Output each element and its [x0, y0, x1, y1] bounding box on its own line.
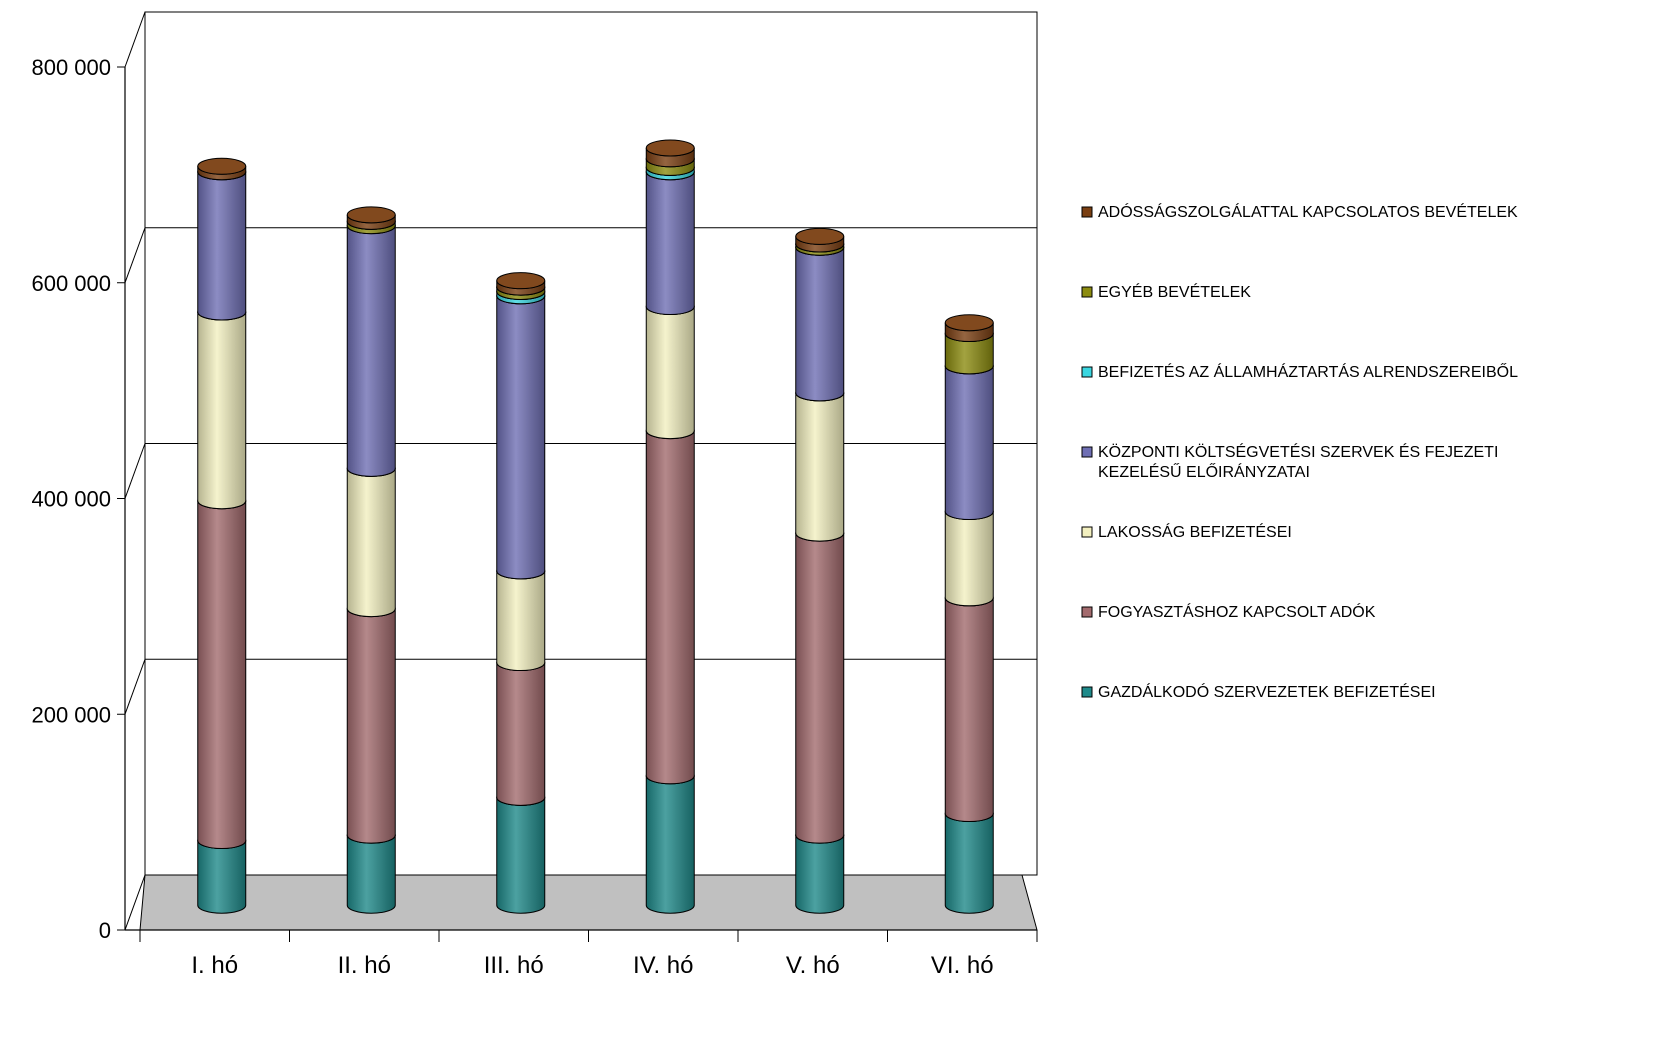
y-tick-label: 400 000 — [31, 487, 111, 512]
x-tick-label: V. hó — [786, 952, 840, 979]
bar-segment — [795, 835, 845, 914]
bar-segment — [944, 365, 994, 520]
bar-segment — [346, 225, 396, 477]
x-tick-label: VI. hó — [931, 952, 994, 979]
legend: ADÓSSÁGSZOLGÁLATTAL KAPCSOLATOS BEVÉTELE… — [1081, 202, 1518, 701]
bar-segment-top — [197, 157, 247, 175]
x-tick-label: I. hó — [191, 952, 238, 979]
x-tick-label: III. hó — [484, 952, 544, 979]
bar-stack — [496, 272, 546, 914]
bar-segment — [346, 608, 396, 844]
floor-plane — [139, 874, 1038, 931]
bar-segment — [346, 468, 396, 618]
bar-segment — [496, 570, 546, 672]
bar-segment — [944, 511, 994, 607]
y-axis-ticks: 0 200 000 400 000 600 000 800 000 — [31, 55, 125, 943]
bar-segment — [197, 500, 247, 849]
bar-stack — [346, 206, 396, 914]
bar-stack — [197, 157, 247, 914]
bar-segment — [645, 430, 695, 785]
legend-label: LAKOSSÁG BEFIZETÉSEI — [1098, 522, 1292, 541]
bars — [197, 139, 994, 914]
bar-segment — [944, 597, 994, 823]
chart-floor — [139, 874, 1038, 931]
bar-segment — [795, 247, 845, 402]
bar-segment — [645, 171, 695, 316]
gridline-diagonal — [124, 659, 146, 715]
legend-label: KÖZPONTI KÖLTSÉGVETÉSI SZERVEK ÉS FEJEZE… — [1098, 442, 1498, 461]
legend-label: KEZELÉSŰ ELŐIRÁNYZATAI — [1098, 462, 1310, 481]
legend-swatch — [1081, 526, 1093, 538]
bar-segment — [197, 171, 247, 321]
bar-segment-top — [795, 227, 845, 245]
bar-segment — [346, 835, 396, 914]
bar-stack — [944, 314, 994, 914]
gridlines — [124, 227, 1037, 715]
legend-label: EGYÉB BEVÉTELEK — [1098, 282, 1251, 301]
chart-walls — [124, 11, 1038, 931]
bar-segment-top — [496, 272, 546, 290]
legend-label: GAZDÁLKODÓ SZERVEZETEK BEFIZETÉSEI — [1098, 682, 1436, 701]
x-tick-label: II. hó — [338, 952, 391, 979]
bar-stack — [795, 227, 845, 914]
y-tick-label: 800 000 — [31, 55, 111, 80]
bar-segment — [496, 662, 546, 806]
bar-segment — [645, 775, 695, 914]
bar-segment — [645, 306, 695, 440]
bar-segment-top — [346, 206, 396, 224]
bar-stack — [645, 139, 695, 914]
legend-swatch — [1081, 606, 1093, 618]
bar-segment-top — [944, 314, 994, 332]
legend-swatch — [1081, 686, 1093, 698]
bar-segment — [944, 813, 994, 914]
x-tick-label: IV. hó — [633, 952, 694, 979]
legend-swatch — [1081, 206, 1093, 218]
legend-label: ADÓSSÁGSZOLGÁLATTAL KAPCSOLATOS BEVÉTELE… — [1098, 202, 1518, 221]
legend-label: FOGYASZTÁSHOZ KAPCSOLT ADÓK — [1098, 602, 1376, 621]
y-tick-label: 200 000 — [31, 702, 111, 727]
legend-label: BEFIZETÉS AZ ÁLLAMHÁZTARTÁS ALRENDSZEREI… — [1098, 362, 1518, 381]
x-axis-ticks: I. hó II. hó III. hó IV. hó V. hó VI. hó — [139, 930, 1038, 979]
bar-segment — [197, 311, 247, 510]
bar-segment — [795, 532, 845, 844]
legend-swatch — [1081, 446, 1093, 458]
y-tick-label: 0 — [99, 918, 111, 943]
legend-swatch — [1081, 366, 1093, 378]
bar-segment — [197, 840, 247, 914]
gridline-diagonal — [124, 443, 146, 499]
bar-segment — [795, 392, 845, 542]
y-tick-label: 600 000 — [31, 271, 111, 296]
bar-segment — [496, 295, 546, 580]
bar-segment — [496, 797, 546, 914]
gridline-diagonal — [124, 227, 146, 283]
legend-swatch — [1081, 286, 1093, 298]
bar-segment-top — [645, 139, 695, 157]
